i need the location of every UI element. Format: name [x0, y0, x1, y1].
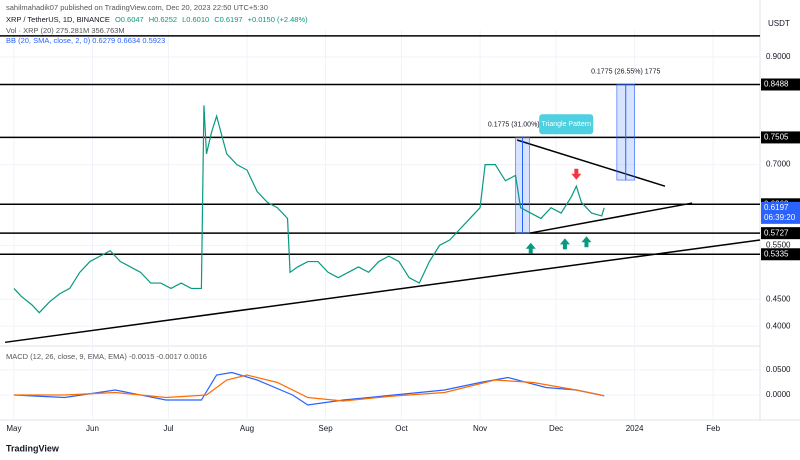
y-tick-label: 0.4000	[766, 321, 791, 330]
signal-line	[13, 374, 605, 402]
y-tick-label: 0.9000	[766, 52, 791, 61]
indicator-1: BB (20, SMA, close, 2, 0) 0.6279 0.6634 …	[6, 36, 166, 45]
x-tick-label: Dec	[549, 424, 563, 433]
countdown-label: 06:39:20	[764, 213, 796, 222]
x-tick-label: 2024	[626, 424, 644, 433]
last-price-label: 0.6197	[764, 203, 789, 212]
ohlc-value: L0.6010	[182, 15, 210, 24]
arrow-up	[559, 238, 570, 250]
x-tick-label: Sep	[318, 424, 333, 433]
ohlc-value: H0.6252	[148, 15, 178, 24]
trendline	[4, 239, 761, 344]
macd-legend: MACD (12, 26, close, 9, EMA, EMA) -0.001…	[6, 352, 207, 361]
x-tick-label: Oct	[395, 424, 408, 433]
trendline	[516, 139, 666, 187]
symbol-legend: XRP / TetherUS, 1D, BINANCE O0.6047 H0.625…	[6, 15, 313, 24]
x-tick-label: Jul	[163, 424, 173, 433]
footer-logo: TradingView	[6, 443, 60, 453]
level-badge	[761, 78, 800, 91]
price-line	[13, 105, 605, 314]
level-badge	[761, 227, 800, 240]
macd-tick-label: 0.0500	[766, 365, 791, 374]
measure-label: 0.1775 (31.00%) 1775	[488, 121, 557, 128]
level-label: 0.5335	[764, 249, 789, 258]
level-label: 0.8488	[764, 80, 789, 89]
arrow-up	[581, 236, 592, 248]
callout-box	[539, 114, 594, 135]
y-tick-label: 0.7000	[766, 160, 791, 169]
trendline	[529, 202, 693, 234]
unit-label: USDT	[768, 19, 790, 28]
ohlc-value: +0.0150 (+2.48%)	[247, 15, 308, 24]
published-line: sahilmahadik07 published on TradingView.…	[6, 3, 268, 12]
x-tick-label: Feb	[706, 424, 720, 433]
ohlc-value: C0.6197	[214, 15, 243, 24]
ohlc-value: O0.6047	[114, 15, 144, 24]
level-label: 0.5727	[764, 228, 789, 237]
indicator-0: Vol · XRP (20) 275.281M 356.763M	[6, 26, 125, 35]
macd-line	[13, 371, 605, 406]
symbol-title: XRP / TetherUS, 1D, BINANCE	[6, 15, 110, 24]
arrow-down	[571, 168, 582, 180]
level-badge	[761, 131, 800, 144]
x-tick-label: Aug	[240, 424, 254, 433]
y-tick-label: 0.4500	[766, 294, 791, 303]
callout-label: Triangle Pattern	[541, 121, 591, 128]
x-tick-label: Nov	[473, 424, 487, 433]
last-price-badge	[761, 201, 800, 224]
x-tick-label: Jun	[86, 424, 99, 433]
level-badge	[761, 248, 800, 261]
arrow-up	[525, 242, 536, 254]
y-tick-label: 0.5500	[766, 240, 791, 249]
measure-label: 0.1775 (26.55%) 1775	[591, 68, 660, 75]
level-label: 0.7505	[764, 133, 789, 142]
macd-tick-label: 0.0000	[766, 390, 791, 399]
x-tick-label: May	[6, 424, 21, 433]
